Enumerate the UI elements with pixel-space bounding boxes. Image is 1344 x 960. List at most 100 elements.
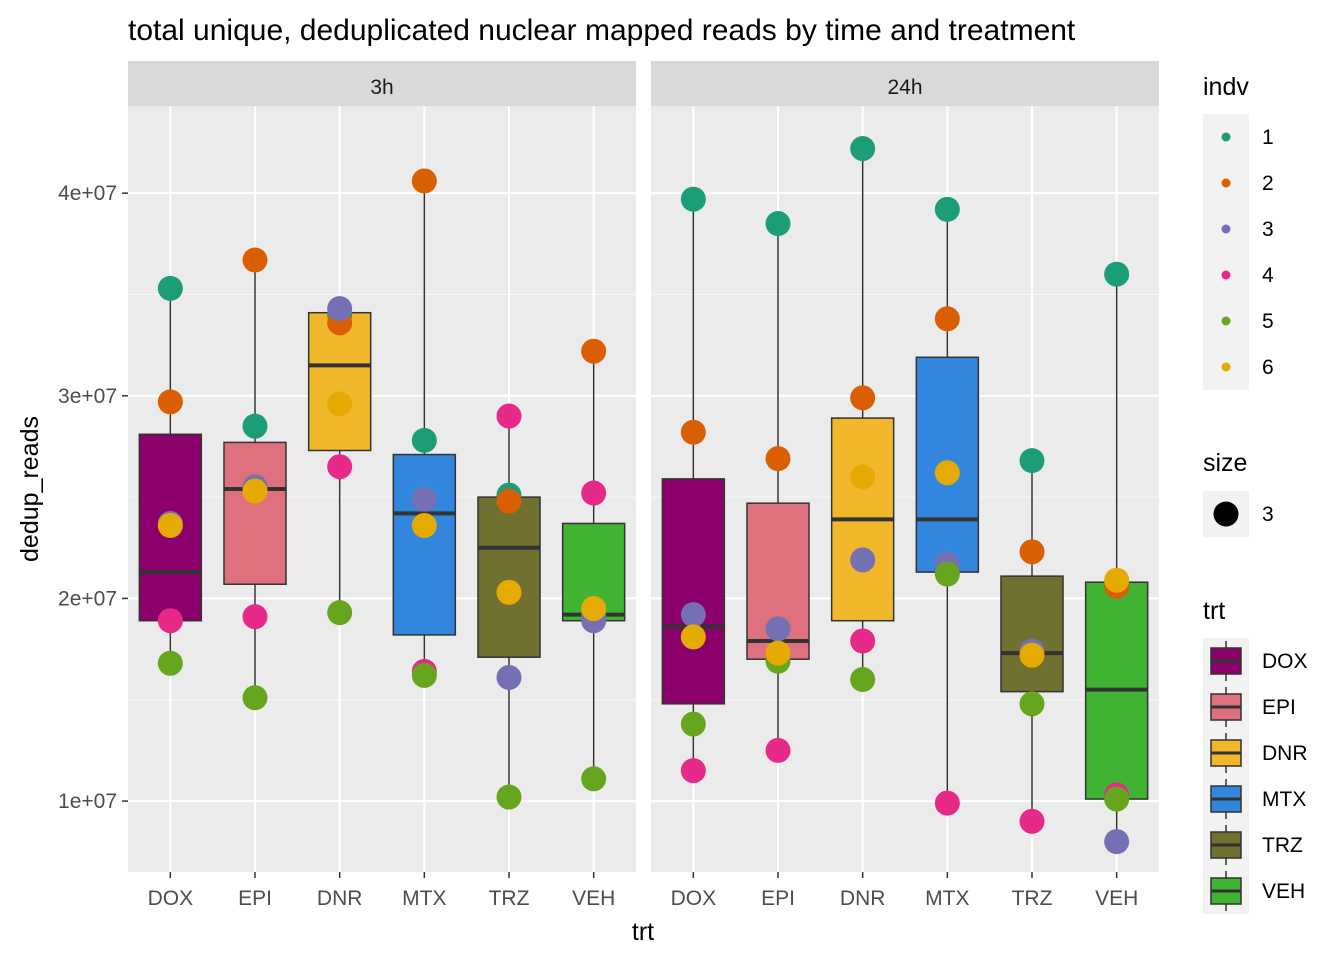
point-MTX-indv-5-3h [411,662,437,688]
panel-background [651,106,1159,872]
point-MTX-indv-1-3h [411,427,437,453]
point-EPI-indv-4-3h [242,604,268,630]
legend-indv-label-6: 6 [1262,356,1274,379]
point-TRZ-indv-3-3h [496,664,522,690]
panel-background [128,106,636,872]
x-axis-label: trt [632,918,654,946]
point-DOX-indv-4-3h [157,608,183,634]
point-TRZ-indv-2-24h [1019,539,1045,565]
legend-trt-label-MTX: MTX [1262,788,1306,811]
point-TRZ-indv-1-24h [1019,448,1045,474]
x-tick-label-EPI: EPI [761,887,795,910]
point-DNR-indv-2-24h [850,385,876,411]
x-tick-label-EPI: EPI [238,887,272,910]
x-tick-label-MTX: MTX [925,887,969,910]
facet-strip [651,61,1159,106]
legend-size-label: 3 [1262,503,1274,526]
point-DNR-indv-4-3h [327,454,353,480]
x-tick-label-VEH: VEH [572,887,615,910]
legend-size-swatch [1213,501,1239,527]
box-body [477,496,541,658]
facet-strip-label: 24h [887,76,922,99]
point-DOX-indv-2-24h [680,419,706,445]
point-MTX-indv-2-24h [934,306,960,332]
point-DNR-indv-3-24h [850,547,876,573]
point-MTX-indv-6-24h [934,460,960,486]
box-body [223,441,287,585]
legend-indv-swatch-1 [1221,132,1231,142]
point-MTX-indv-4-24h [934,790,960,816]
point-VEH-indv-3-24h [1104,829,1130,855]
point-TRZ-indv-5-24h [1019,691,1045,717]
legend-indv-label-2: 2 [1262,172,1274,195]
point-DNR-indv-5-3h [327,600,353,626]
point-VEH-indv-4-3h [581,480,607,506]
point-TRZ-indv-4-24h [1019,808,1045,834]
point-MTX-indv-2-3h [411,168,437,194]
legend-trt-title: trt [1203,597,1225,625]
y-tick-label: 4e+07 [58,182,117,205]
point-EPI-indv-2-3h [242,247,268,273]
legend-trt-label-TRZ: TRZ [1262,834,1303,857]
legend-indv-swatch-5 [1221,316,1231,326]
point-VEH-indv-6-24h [1104,567,1130,593]
box-EPI-3h [223,260,287,698]
box-body [392,453,457,636]
legend-indv: indv 1 2 3 4 5 6 [1203,73,1274,390]
point-DNR-indv-3-3h [327,296,353,322]
facet-strip-label: 3h [370,76,393,99]
point-VEH-indv-1-24h [1104,261,1130,287]
x-tick-label-DOX: DOX [671,887,717,910]
chart-title: total unique, deduplicated nuclear mappe… [128,14,1076,47]
point-VEH-indv-6-3h [581,596,607,622]
box-DNR-3h [307,308,372,613]
y-axis: 1e+07 2e+07 3e+07 4e+07 [58,182,128,813]
point-DOX-indv-5-24h [680,711,706,737]
legend-indv-swatch-4 [1221,270,1231,280]
y-axis-label: dedup_reads [16,416,44,562]
point-VEH-indv-2-3h [581,338,607,364]
point-EPI-indv-1-3h [242,413,268,439]
y-tick-label: 1e+07 [58,790,117,813]
y-tick-label: 3e+07 [58,385,117,408]
legend-indv-swatch-3 [1221,224,1231,234]
point-DNR-indv-6-3h [327,391,353,417]
point-MTX-indv-6-3h [411,512,437,538]
point-DOX-indv-1-3h [157,275,183,301]
facet-strip [128,61,636,106]
legend-indv-label-5: 5 [1262,310,1274,333]
point-TRZ-indv-6-3h [496,579,522,605]
point-DOX-indv-2-3h [157,389,183,415]
legend-indv-title: indv [1203,73,1249,101]
point-DNR-indv-5-24h [850,666,876,692]
point-TRZ-indv-5-3h [496,784,522,810]
box-DOX-24h [661,199,726,771]
legend-trt-label-DOX: DOX [1262,650,1308,673]
y-tick-label: 2e+07 [58,587,117,610]
point-MTX-indv-5-24h [934,561,960,587]
point-TRZ-indv-6-24h [1019,642,1045,668]
legend-trt-label-EPI: EPI [1262,696,1296,719]
point-EPI-indv-2-24h [765,446,791,472]
x-tick-label-DOX: DOX [148,887,194,910]
point-EPI-indv-6-24h [765,640,791,666]
facet-panel-24h: 24h DOX EPI DNR MTX TRZ VEH [651,61,1159,910]
box-TRZ-3h [477,416,541,798]
point-DNR-indv-4-24h [850,628,876,654]
x-tick-label-DNR: DNR [840,887,886,910]
box-DNR-24h [830,148,895,680]
point-DNR-indv-1-24h [850,136,876,162]
legend-size: size 3 [1203,449,1274,537]
point-EPI-indv-5-3h [242,685,268,711]
point-EPI-indv-6-3h [242,478,268,504]
x-tick-label-TRZ: TRZ [1012,887,1053,910]
point-VEH-indv-5-24h [1104,786,1130,812]
point-EPI-indv-3-24h [765,616,791,642]
point-DOX-indv-1-24h [680,186,706,212]
legend-trt: trt DOX EPI DNR MTX TRZ VEH [1203,597,1308,914]
x-tick-label-VEH: VEH [1095,887,1138,910]
legend-indv-label-4: 4 [1262,264,1274,287]
legend-trt-label-DNR: DNR [1262,742,1308,765]
x-tick-label-DNR: DNR [317,887,363,910]
